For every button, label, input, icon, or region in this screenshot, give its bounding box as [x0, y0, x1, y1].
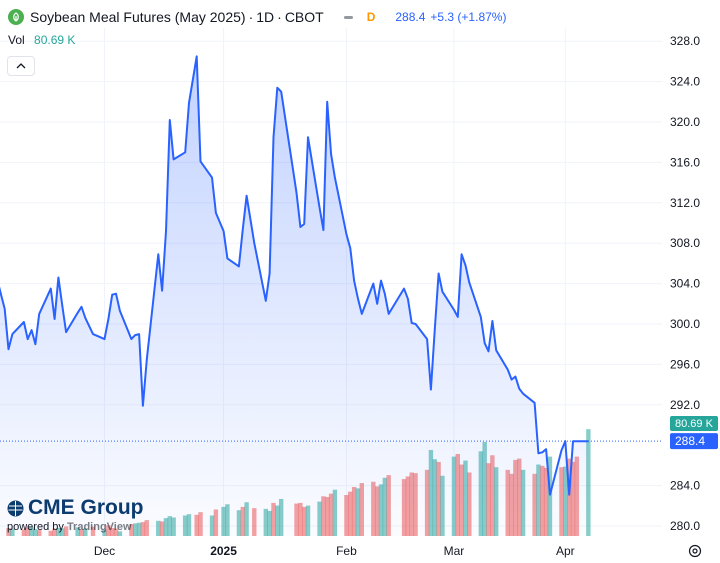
volume-axis-label: 80.69 K: [675, 418, 714, 430]
x-tick-label: Dec: [94, 544, 115, 558]
price-axis-label: 288.4: [675, 434, 705, 448]
volume-label: Vol: [8, 33, 25, 47]
gear-icon[interactable]: [688, 544, 702, 558]
delayed-data-badge[interactable]: D: [367, 10, 376, 24]
market-status-icon: [344, 16, 353, 19]
x-tick-label: 2025: [210, 544, 237, 558]
exchange-label: CBOT: [285, 9, 324, 25]
interval-label[interactable]: 1D: [256, 9, 274, 25]
time-axis[interactable]: Dec 2025 Feb Mar Apr: [94, 544, 575, 558]
y-tick-label: 328.0: [670, 34, 700, 48]
price-area: [0, 56, 662, 536]
chevron-up-icon: [16, 63, 26, 69]
symbol-title[interactable]: Soybean Meal Futures (May 2025): [30, 9, 246, 25]
y-tick-label: 296.0: [670, 357, 700, 371]
price-change-value: +5.3 (+1.87%): [430, 10, 506, 24]
y-tick-label: 284.0: [670, 479, 700, 493]
axis-labels: 80.69 K 288.4: [670, 416, 718, 449]
y-tick-label: 312.0: [670, 196, 700, 210]
y-tick-label: 280.0: [670, 519, 700, 533]
last-price-value: 288.4: [395, 10, 425, 24]
powered-by-tradingview: powered by TradingView: [7, 521, 144, 533]
x-tick-label: Apr: [556, 544, 575, 558]
y-tick-label: 320.0: [670, 115, 700, 129]
watermark: CME Group powered by TradingView: [7, 496, 144, 533]
x-tick-label: Feb: [336, 544, 357, 558]
header-separator: ·: [249, 9, 254, 25]
y-tick-label: 316.0: [670, 155, 700, 169]
x-tick-label: Mar: [444, 544, 465, 558]
y-tick-label: 300.0: [670, 317, 700, 331]
powered-by-text: powered by: [7, 521, 64, 533]
y-tick-label: 292.0: [670, 398, 700, 412]
header-separator: ·: [277, 9, 282, 25]
y-tick-label: 308.0: [670, 236, 700, 250]
price-axis[interactable]: 328.0 324.0 320.0 316.0 312.0 308.0 304.0 300.0…: [670, 34, 700, 533]
leaf-icon: [8, 9, 24, 25]
cme-globe-icon: [7, 500, 24, 517]
y-tick-label: 324.0: [670, 75, 700, 89]
price-area-fill: [0, 56, 588, 536]
y-tick-label: 304.0: [670, 277, 700, 291]
volume-value: 80.69 K: [34, 33, 75, 47]
symbol-header: Soybean Meal Futures (May 2025) · 1D · C…: [8, 8, 506, 26]
collapse-legend-button[interactable]: [7, 56, 35, 76]
tradingview-brand: TradingView: [67, 521, 132, 533]
cme-logo: CME Group: [7, 496, 144, 520]
cme-brand-text: CME Group: [28, 496, 144, 520]
volume-legend: Vol 80.69 K: [8, 33, 75, 47]
